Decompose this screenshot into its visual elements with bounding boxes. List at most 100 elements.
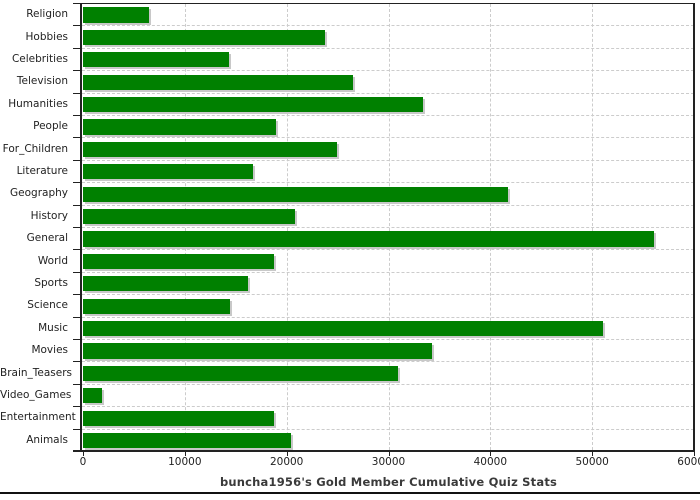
category-tick-mark	[73, 428, 80, 430]
category-tick-mark	[73, 271, 80, 273]
category-tick-mark	[73, 383, 80, 385]
category-label-general: General	[26, 232, 68, 245]
plot-top-border	[80, 3, 694, 4]
x-tick-label: 40000	[473, 456, 508, 468]
category-label-movies: Movies	[31, 344, 68, 357]
category-gridline	[81, 159, 694, 161]
category-tick-mark	[73, 249, 80, 251]
category-tick-mark	[73, 227, 80, 228]
value-tick-mark	[184, 451, 186, 456]
category-tick-mark	[73, 406, 80, 408]
category-label-people: People	[33, 120, 68, 133]
category-tick-mark	[73, 137, 80, 139]
value-tick-mark	[286, 451, 288, 456]
category-label-history: History	[30, 209, 68, 222]
category-gridline	[81, 115, 694, 116]
bar-general	[83, 231, 655, 247]
bar-humanities	[83, 97, 424, 113]
bar-people	[83, 119, 277, 135]
category-tick-mark	[73, 451, 80, 452]
bar-sports	[83, 276, 248, 292]
category-label-hobbies: Hobbies	[25, 30, 69, 43]
category-gridline	[81, 204, 694, 206]
category-tick-mark	[73, 361, 80, 363]
bar-geography	[83, 186, 508, 202]
bar-celebrities	[83, 52, 229, 68]
category-label-humanities: Humanities	[8, 97, 68, 110]
bar-for_children	[83, 141, 337, 157]
category-tick-mark	[73, 182, 80, 184]
bar-hobbies	[83, 29, 326, 45]
category-tick-mark	[73, 339, 80, 340]
category-gridline	[81, 92, 694, 94]
category-gridline	[81, 316, 694, 318]
category-tick-mark	[73, 159, 80, 161]
category-label-animals: Animals	[26, 433, 68, 446]
category-gridline	[81, 227, 694, 228]
category-gridline	[81, 70, 694, 72]
category-label-world: World	[37, 254, 68, 267]
bar-brain_teasers	[83, 365, 398, 381]
category-label-literature: Literature	[16, 165, 68, 177]
x-tick-label: 50000	[575, 456, 609, 468]
category-label-sports: Sports	[34, 277, 68, 289]
category-label-science: Science	[27, 299, 68, 312]
category-gridline	[81, 406, 694, 408]
category-label-entertainment: Entertainment	[0, 411, 76, 424]
category-tick-mark	[73, 92, 80, 94]
category-tick-mark	[73, 47, 80, 49]
category-gridline	[81, 25, 694, 27]
bar-video_games	[83, 388, 103, 404]
value-tick-mark	[83, 451, 84, 456]
category-gridline	[81, 137, 694, 139]
category-label-video_games: Video_Games	[0, 389, 72, 401]
category-gridline	[81, 428, 694, 430]
category-gridline	[81, 294, 694, 296]
category-gridline	[81, 271, 694, 273]
category-tick-mark	[73, 3, 80, 4]
category-gridline	[81, 249, 694, 251]
bottom-divider-line	[0, 492, 700, 495]
category-tick-mark	[73, 70, 80, 72]
category-gridline	[81, 182, 694, 184]
x-tick-label: 10000	[168, 456, 202, 468]
category-tick-mark	[73, 294, 80, 296]
bar-history	[83, 209, 295, 225]
category-axis-line	[80, 3, 82, 451]
bar-science	[83, 298, 230, 314]
category-label-geography: Geography	[10, 187, 68, 200]
category-label-brain_teasers: Brain_Teasers	[0, 366, 73, 379]
bar-music	[83, 321, 604, 337]
x-tick-label: 30000	[371, 456, 406, 468]
bar-animals	[83, 433, 291, 449]
category-tick-mark	[73, 115, 80, 116]
value-tick-mark	[388, 451, 390, 456]
category-tick-mark	[73, 204, 80, 206]
plot-right-border	[693, 3, 695, 451]
bar-literature	[83, 164, 254, 180]
category-tick-mark	[73, 25, 80, 27]
x-tick-label: 0	[79, 456, 87, 468]
category-gridline	[81, 383, 694, 385]
bar-entertainment	[83, 410, 275, 426]
category-tick-mark	[73, 316, 80, 318]
category-label-television: Television	[16, 75, 68, 88]
category-gridline	[81, 339, 694, 340]
value-tick-mark	[592, 451, 594, 456]
category-label-celebrities: Celebrities	[11, 53, 68, 65]
bar-world	[83, 253, 275, 269]
category-gridline	[81, 47, 694, 49]
category-label-for_children: For_Children	[2, 142, 68, 155]
category-gridline	[81, 361, 694, 363]
x-tick-label: 20000	[269, 456, 304, 468]
value-axis-line	[73, 450, 695, 452]
bar-television	[83, 74, 353, 90]
value-tick-mark	[490, 451, 492, 456]
category-label-music: Music	[38, 321, 68, 334]
bar-movies	[83, 343, 433, 359]
category-label-religion: Religion	[26, 8, 68, 21]
bar-religion	[83, 7, 150, 23]
x-tick-label: 60000	[677, 456, 700, 468]
chart-title: buncha1956's Gold Member Cumulative Quiz…	[219, 475, 558, 489]
